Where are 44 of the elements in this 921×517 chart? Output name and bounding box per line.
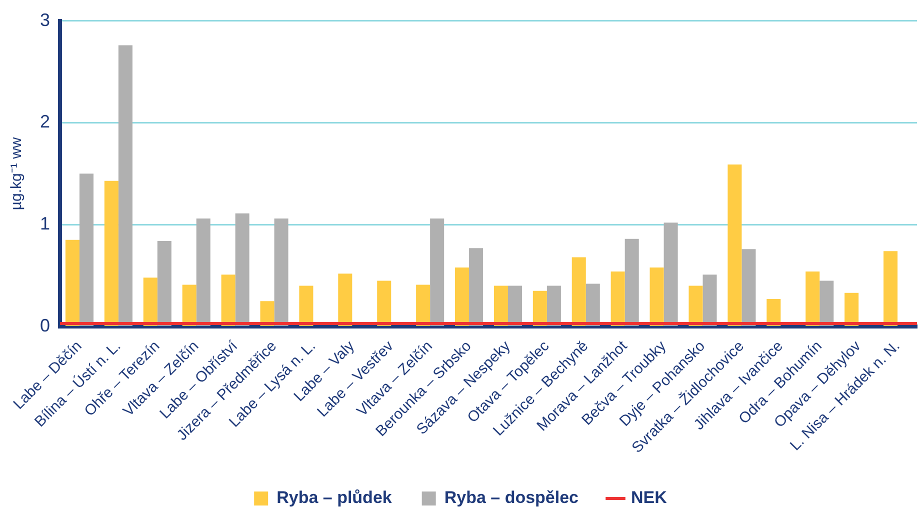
bar [65,240,80,326]
y-tick-label: 2 [40,112,50,132]
bar [742,249,756,326]
y-tick-label: 0 [40,316,50,336]
legend-label: NEK [631,488,668,508]
bar [884,251,898,326]
bar [157,240,172,326]
y-axis-title: µg.kg⁻¹ ww [8,137,26,210]
bar [299,286,314,326]
bar [469,248,484,326]
bar [624,238,639,326]
bar [546,286,561,326]
bar [430,218,444,326]
bar [235,213,250,326]
bar [118,45,132,326]
bar [143,278,158,326]
y-tick-label: 3 [40,10,50,30]
bar [79,174,94,326]
y-tick-label: 1 [40,214,50,234]
bar [182,284,196,326]
bar [664,222,678,326]
bar [806,272,820,326]
bar [728,164,742,326]
bar [221,274,236,326]
bar [702,274,717,326]
bar [377,280,392,326]
bar [416,284,430,326]
bar [650,267,664,326]
bar [610,272,625,326]
bar [508,286,522,326]
bar [455,267,470,326]
bar [688,286,703,326]
bar [820,280,834,326]
legend-label: Ryba – dospělec [444,488,579,508]
bar [494,286,508,326]
bar [104,180,118,326]
bar [196,218,210,326]
bar [844,292,859,326]
legend-label: Ryba – plůdek [276,488,392,508]
bar [338,274,352,326]
bar [532,290,547,326]
bar [586,284,600,326]
bar [572,257,586,326]
bar [274,218,288,326]
